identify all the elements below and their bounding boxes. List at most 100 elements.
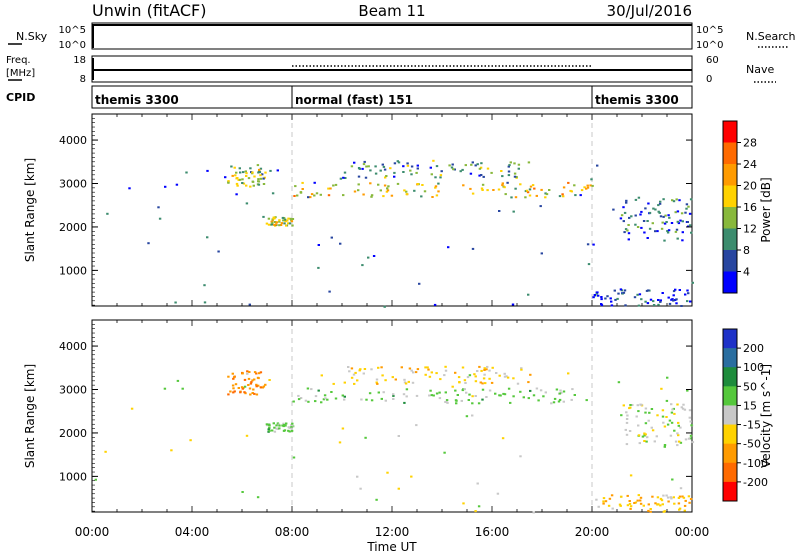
- range-gate-cell: [189, 439, 192, 442]
- range-gate-cell: [622, 206, 625, 209]
- range-gate-cell: [625, 418, 629, 420]
- range-gate-cell: [683, 408, 687, 411]
- range-gate-cell: [267, 428, 270, 431]
- range-gate-cell: [393, 162, 397, 165]
- range-gate-cell: [317, 244, 320, 246]
- range-gate-cell: [640, 403, 643, 406]
- range-gate-cell: [473, 373, 476, 376]
- range-gate-cell: [637, 304, 641, 307]
- range-gate-cell: [656, 230, 659, 233]
- range-gate-cell: [483, 373, 486, 376]
- range-gate-cell: [526, 191, 530, 194]
- range-gate-cell: [251, 171, 254, 174]
- range-gate-cell: [649, 508, 652, 510]
- range-gate-cell: [657, 299, 660, 301]
- range-gate-cell: [359, 368, 362, 371]
- range-gate-cell: [548, 189, 551, 191]
- range-gate-cell: [468, 374, 472, 377]
- time-tick-label: 00:00: [675, 525, 710, 539]
- range-gate-cell: [561, 193, 564, 196]
- range-gate-cell: [185, 171, 188, 174]
- range-gate-cell: [249, 393, 252, 396]
- range-gate-cell: [293, 195, 296, 197]
- range-gate-cell: [633, 296, 637, 299]
- range-gate-cell: [267, 423, 271, 426]
- range-gate-cell: [624, 228, 628, 231]
- range-gate-cell: [236, 184, 239, 187]
- range-gate-cell: [688, 409, 692, 412]
- range-gate-cell: [498, 210, 501, 212]
- range-gate-cell: [531, 184, 535, 187]
- range-gate-cell: [590, 178, 593, 181]
- range-gate-cell: [379, 189, 382, 192]
- range-gate-cell: [661, 292, 664, 294]
- range-gate-cell: [421, 184, 424, 186]
- range-gate-cell: [646, 436, 649, 439]
- range-gate-cell: [453, 168, 456, 171]
- time-tick-label: 08:00: [275, 525, 310, 539]
- range-gate-cell: [519, 455, 522, 458]
- range-gate-cell: [596, 291, 599, 294]
- range-gate-cell: [498, 394, 501, 397]
- range-gate-cell: [503, 393, 507, 396]
- range-gate-cell: [647, 202, 650, 205]
- range-gate-cell: [619, 288, 623, 291]
- range-gate-cell: [555, 388, 559, 391]
- range-gate-cell: [617, 381, 621, 384]
- nsky-label: N.Sky: [16, 30, 48, 43]
- range-gate-cell: [646, 237, 649, 239]
- range-gate-cell: [314, 400, 317, 403]
- range-gate-cell: [361, 264, 364, 267]
- range-gate-cell: [573, 394, 576, 396]
- range-gate-cell: [655, 435, 658, 438]
- range-gate-cell: [645, 440, 648, 443]
- range-gate-cell: [503, 186, 506, 189]
- range-gate-cell: [357, 189, 360, 192]
- range-gate-cell: [673, 429, 676, 432]
- range-gate-cell: [288, 222, 292, 225]
- range-gate-cell: [415, 424, 418, 427]
- colorbar-tick-label: 50: [743, 380, 757, 393]
- range-gate-cell: [267, 223, 271, 226]
- range-gate-cell: [592, 243, 595, 246]
- range-gate-cell: [403, 381, 407, 384]
- range-gate-cell: [485, 368, 488, 371]
- range-gate-cell: [640, 226, 643, 229]
- range-gate-cell: [657, 503, 660, 506]
- range-gate-cell: [628, 430, 632, 432]
- range-gate-cell: [370, 194, 374, 197]
- range-gate-cell: [533, 187, 536, 190]
- range-gate-cell: [486, 365, 489, 368]
- range-gate-cell: [507, 165, 510, 168]
- range-gate-cell: [363, 160, 366, 163]
- range-gate-cell: [428, 375, 432, 378]
- range-gate-cell: [461, 366, 465, 369]
- range-gate-cell: [585, 187, 588, 190]
- range-gate-cell: [386, 471, 389, 474]
- range-gate-cell: [433, 303, 437, 306]
- range-gate-cell: [679, 219, 682, 222]
- range-gate-cell: [440, 170, 443, 173]
- range-gate-cell: [243, 378, 247, 381]
- range-gate-cell: [287, 426, 290, 429]
- range-gate-cell: [660, 387, 663, 390]
- range-gate-cell: [651, 495, 654, 498]
- range-gate-cell: [678, 495, 682, 498]
- range-gate-cell: [231, 174, 234, 177]
- range-gate-cell: [667, 214, 670, 217]
- range-gate-cell: [435, 392, 439, 395]
- range-gate-cell: [667, 229, 671, 232]
- range-gate-cell: [643, 231, 646, 234]
- range-gate-cell: [385, 175, 388, 177]
- range-gate-cell: [463, 379, 467, 382]
- range-gate-cell: [235, 193, 238, 196]
- range-gate-cell: [424, 366, 427, 369]
- colorbar-segment: [723, 329, 737, 349]
- range-gate-cell: [363, 368, 367, 370]
- range-gate-cell: [227, 375, 230, 378]
- range-gate-cell: [392, 394, 395, 397]
- range-gate-cell: [479, 166, 483, 169]
- range-gate-cell: [680, 406, 683, 409]
- range-gate-cell: [247, 177, 251, 180]
- range-gate-cell: [249, 185, 252, 188]
